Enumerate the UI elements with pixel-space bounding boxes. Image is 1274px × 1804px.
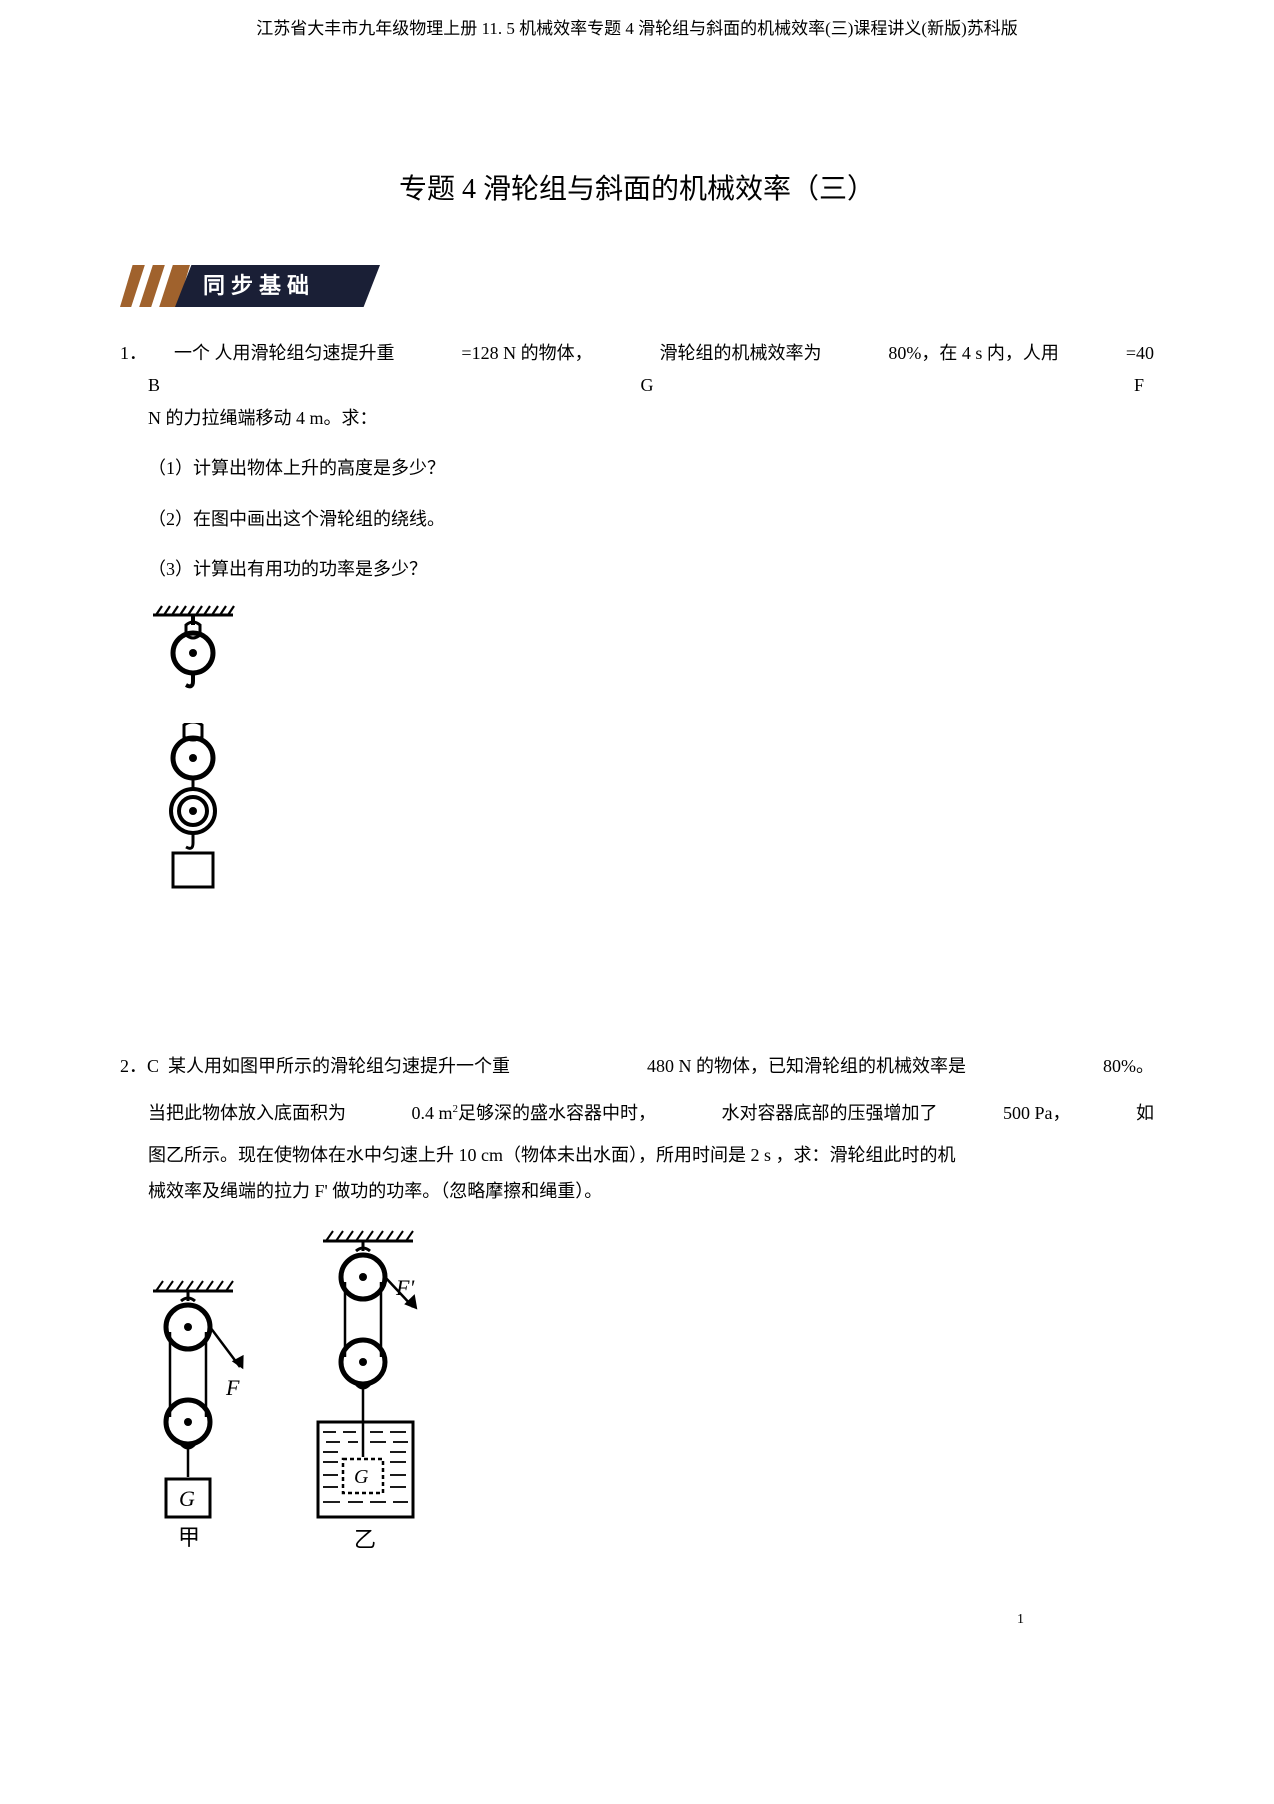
q1-text: B xyxy=(148,369,160,401)
svg-text:F': F' xyxy=(395,1275,414,1300)
q1-text: G xyxy=(641,369,654,401)
q2-text: 80%。 xyxy=(1103,1043,1154,1090)
q1-text: 滑轮组的机械效率为 xyxy=(660,337,822,369)
q2-diagram: F G 甲 xyxy=(148,1227,1154,1567)
svg-text:G: G xyxy=(179,1486,195,1511)
page-header: 江苏省大丰市九年级物理上册 11. 5 机械效率专题 4 滑轮组与斜面的机械效率… xyxy=(120,0,1154,75)
q2-text: 0.4 m xyxy=(411,1103,452,1123)
q1-line1: 1． 一个 人用滑轮组匀速提升重 =128 N 的物体， 滑轮组的机械效率为 8… xyxy=(120,337,1154,369)
q1-text: =40 xyxy=(1126,337,1154,369)
q2-diagram-jia-icon: F G 甲 xyxy=(148,1277,258,1567)
q1-text: F xyxy=(1134,369,1144,401)
banner-label: 同步基础 xyxy=(175,265,380,307)
page-footer: 1 xyxy=(120,1607,1154,1687)
q1-diagram-fixed-pulley-icon xyxy=(148,603,1154,693)
q2-text: 480 N 的物体，已知滑轮组的机械效率是 xyxy=(647,1043,966,1090)
q2-text: 500 Pa， xyxy=(1003,1090,1071,1137)
problem-2: 2．C 某人用如图甲所示的滑轮组匀速提升一个重 480 N 的物体，已知滑轮组的… xyxy=(120,1043,1154,1567)
q1-text: 人用滑轮组匀速提升重 xyxy=(215,343,395,363)
svg-text:G: G xyxy=(354,1466,369,1488)
q1-line3: N 的力拉绳端移动 4 m。求： xyxy=(148,402,1154,434)
q1-diagram-movable-pulley-icon xyxy=(148,723,1154,893)
q1-text: 80%，在 4 s 内，人用 xyxy=(888,337,1059,369)
q1-text: 一个 xyxy=(174,343,210,363)
q2-line4: 械效率及绳端的拉力 F' 做功的功率。（忽略摩擦和绳重）。 xyxy=(148,1173,1154,1209)
q1-line2: B G F xyxy=(148,369,1154,401)
page-title: 专题 4 滑轮组与斜面的机械效率（三） xyxy=(120,165,1154,215)
q2-text: 当把此物体放入底面积为 xyxy=(148,1090,346,1137)
section-banner: 同步基础 xyxy=(120,265,380,307)
q2-line3: 图乙所示。现在使物体在水中匀速上升 10 cm（物体未出水面），所用时间是 2 … xyxy=(148,1137,1154,1173)
q1-sub1: （1）计算出物体上升的高度是多少？ xyxy=(148,452,1154,484)
q2-line2: 当把此物体放入底面积为 0.4 m2足够深的盛水容器中时， 水对容器底部的压强增… xyxy=(148,1090,1154,1137)
svg-text:F: F xyxy=(225,1375,240,1400)
q2-text: 如 xyxy=(1136,1090,1154,1137)
q1-sub2: （2）在图中画出这个滑轮组的绕线。 xyxy=(148,503,1154,535)
q2-text: 某人用如图甲所示的滑轮组匀速提升一个重 xyxy=(168,1056,510,1076)
problem-1: 1． 一个 人用滑轮组匀速提升重 =128 N 的物体， 滑轮组的机械效率为 8… xyxy=(120,337,1154,893)
q1-number: 1． xyxy=(120,343,147,363)
q1-sub3: （3）计算出有用功的功率是多少？ xyxy=(148,553,1154,585)
svg-text:甲: 甲 xyxy=(178,1525,200,1550)
q2-number: 2．C xyxy=(120,1056,159,1076)
page-number: 1 xyxy=(1017,1607,1024,1632)
q2-diagram-yi-icon: F' G 乙 xyxy=(298,1227,438,1567)
svg-text:乙: 乙 xyxy=(354,1527,376,1552)
q2-line1: 2．C 某人用如图甲所示的滑轮组匀速提升一个重 480 N 的物体，已知滑轮组的… xyxy=(120,1043,1154,1090)
q2-text: 水对容器底部的压强增加了 xyxy=(721,1090,937,1137)
q2-text: 足够深的盛水容器中时， xyxy=(458,1103,656,1123)
q1-text: =128 N 的物体， xyxy=(461,337,592,369)
